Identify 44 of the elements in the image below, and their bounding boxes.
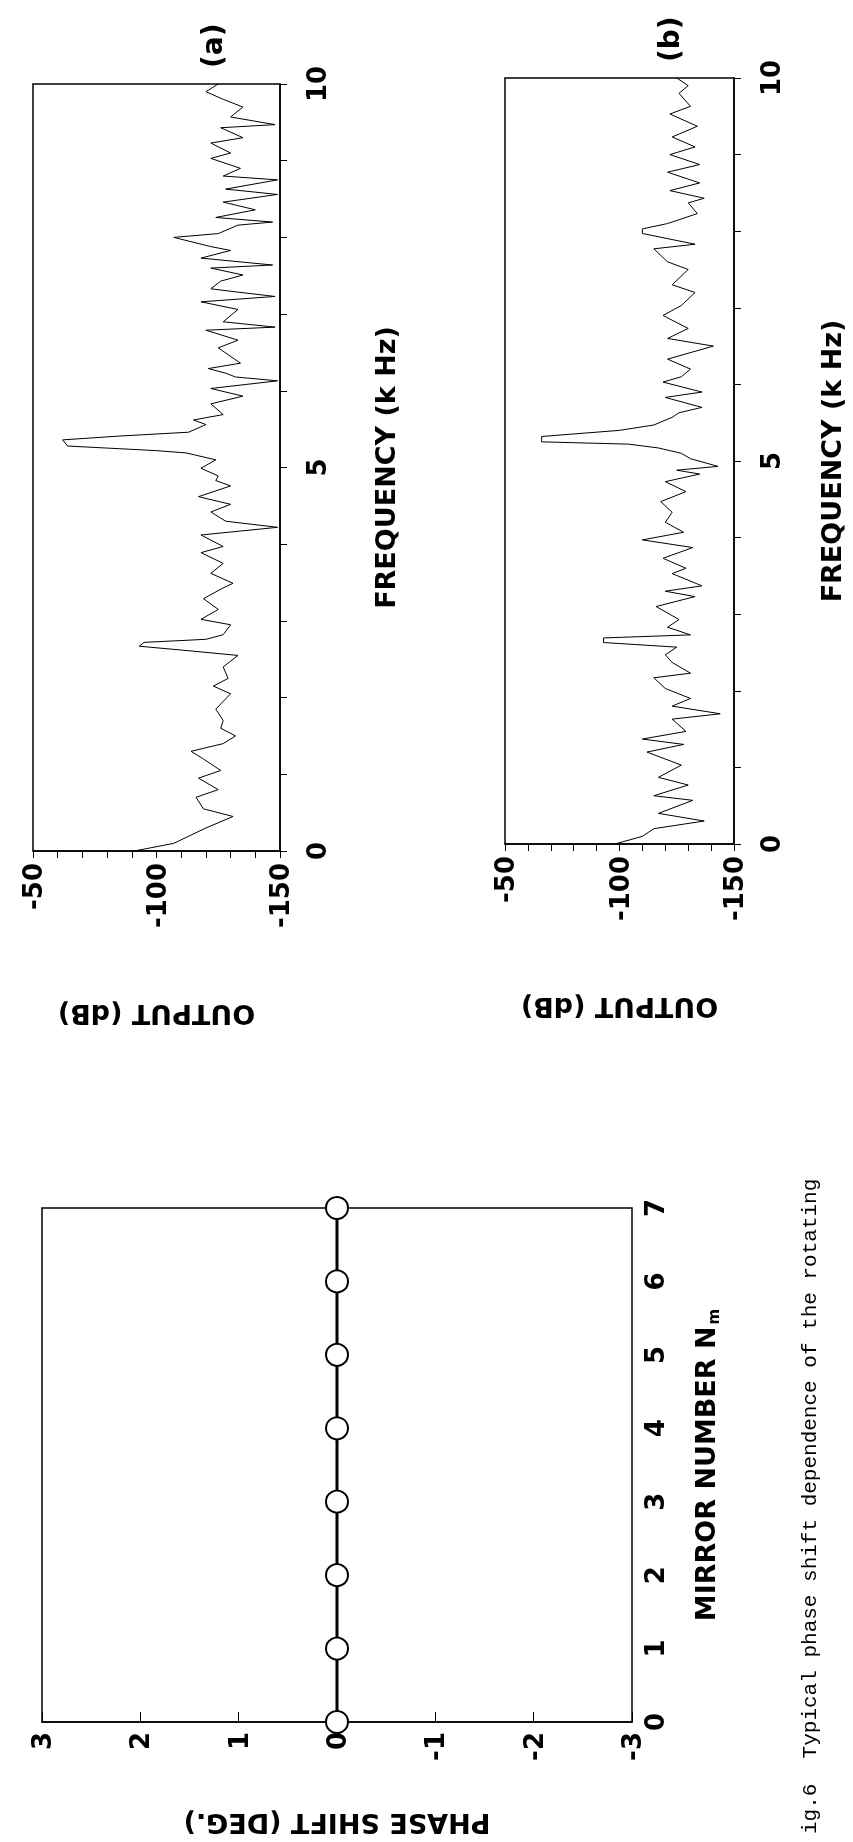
y-tick-label: 0 [302, 841, 332, 861]
y-tick-label: 5 [640, 1345, 670, 1364]
x-tick-label: 3 [27, 1732, 57, 1751]
x-tick-label: -50 [18, 863, 48, 910]
point [325, 1196, 349, 1220]
x-tick-label: 0 [322, 1732, 352, 1751]
y-tick-label: 10 [302, 65, 332, 103]
chart-title: (a) [195, 23, 229, 68]
y-tick-label: 3 [640, 1492, 670, 1511]
x-axis-title: OUTPUT (dB) [520, 992, 719, 1023]
y-tick-label: 1 [640, 1639, 670, 1658]
point [325, 1710, 349, 1734]
point [325, 1416, 349, 1441]
x-tick-label: -100 [604, 856, 635, 922]
y-axis-title: FREQUENCY (k Hz) [370, 326, 401, 609]
x-tick-label: -1 [420, 1732, 451, 1761]
x-tick-label: -50 [490, 856, 520, 903]
x-axis-title: PHASE SHIFT (DEG.) [183, 1808, 491, 1839]
x-tick-label: 1 [223, 1732, 254, 1751]
x-tick-label: -2 [518, 1732, 549, 1761]
y-tick-label: 2 [640, 1566, 670, 1585]
x-tick-label: -100 [141, 863, 172, 929]
point [325, 1636, 349, 1661]
chart-title: (b) [652, 16, 686, 62]
y-tick-label: 7 [640, 1198, 670, 1218]
y-tick-label: 5 [302, 458, 332, 477]
y-tick-label: 6 [640, 1272, 670, 1291]
point [325, 1269, 349, 1294]
y-tick-label: 0 [756, 834, 786, 854]
y-tick-label: 10 [756, 59, 786, 97]
y-axis-title: FREQUENCY (k Hz) [816, 319, 847, 603]
point [325, 1563, 349, 1588]
x-axis-title: OUTPUT (dB) [57, 999, 256, 1030]
x-tick-label: -3 [617, 1732, 647, 1761]
point [325, 1342, 349, 1367]
y-axis-title: MIRROR NUMBER Nm [690, 1308, 723, 1622]
y-tick-label: 4 [640, 1419, 670, 1438]
x-tick-label: -150 [265, 863, 295, 929]
y-tick-label: 5 [756, 451, 786, 471]
point [325, 1489, 349, 1514]
x-tick-label: 2 [125, 1732, 156, 1751]
y-tick-label: 0 [640, 1712, 670, 1732]
text: ig.6 Typical phase shift dependence of the rotating [799, 1178, 822, 1834]
x-tick-label: -150 [719, 856, 749, 922]
